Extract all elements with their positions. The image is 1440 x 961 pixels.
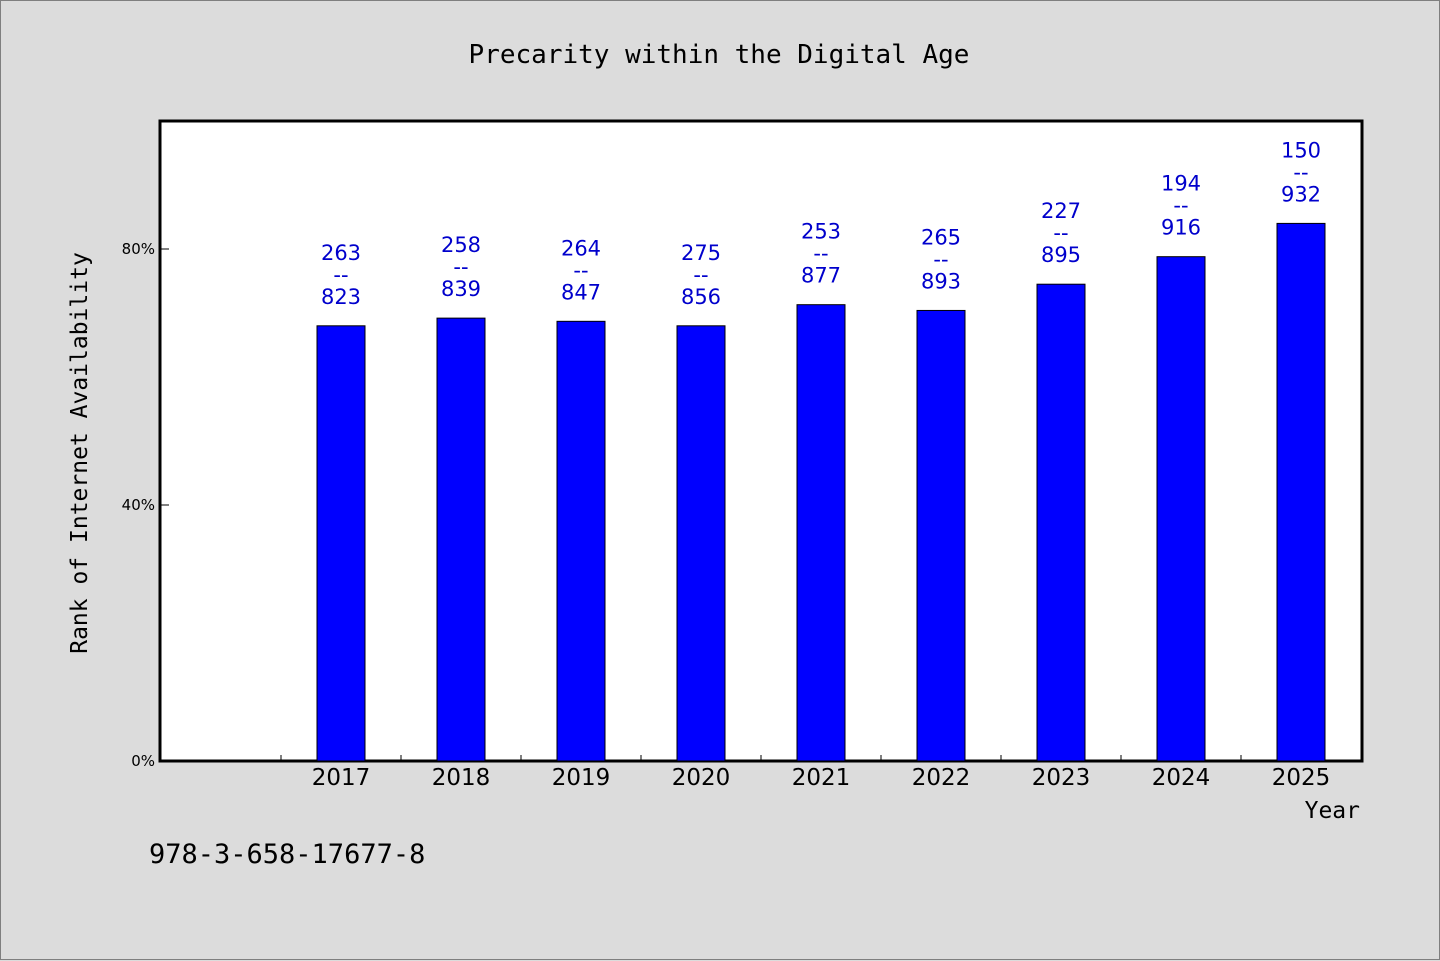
data-label-2019-sep: -- — [573, 258, 588, 282]
y-tick-label-40: 40% — [122, 496, 155, 514]
data-label-2021-bottom: 877 — [801, 264, 841, 288]
data-label-2021-sep: -- — [813, 242, 828, 266]
bar-2018 — [436, 317, 486, 762]
x-tick-label-2023: 2023 — [1032, 765, 1091, 791]
x-tick-label-2019: 2019 — [552, 765, 611, 791]
data-label-2025-top: 150 — [1281, 138, 1321, 162]
data-label-2024-sep: -- — [1173, 194, 1188, 218]
data-label-2020-top: 275 — [681, 241, 721, 265]
data-label-2020-bottom: 856 — [681, 285, 721, 309]
data-label-2018-bottom: 839 — [441, 277, 481, 301]
data-label-2023-top: 227 — [1041, 199, 1081, 223]
data-label-2022-bottom: 893 — [921, 269, 961, 293]
data-label-2017-sep: -- — [333, 263, 348, 287]
bar-2022 — [916, 309, 966, 762]
data-label-2025-bottom: 932 — [1281, 182, 1321, 206]
data-label-2025-sep: -- — [1293, 160, 1308, 184]
data-label-2022-top: 265 — [921, 225, 961, 249]
bar-2025 — [1276, 222, 1326, 762]
x-tick-label-2022: 2022 — [912, 765, 971, 791]
x-tick-label-2025: 2025 — [1272, 765, 1331, 791]
x-tick-label-2021: 2021 — [792, 765, 851, 791]
bar-2021 — [796, 304, 846, 762]
x-tick-label-2020: 2020 — [672, 765, 731, 791]
bar-2017 — [316, 325, 366, 762]
y-axis-label: Rank of Internet Availability — [67, 252, 93, 654]
data-label-2022-sep: -- — [933, 247, 948, 271]
x-tick-label-2024: 2024 — [1152, 765, 1211, 791]
y-tick-label-80: 80% — [122, 240, 155, 258]
data-label-2018-top: 258 — [441, 233, 481, 257]
x-axis: 2017 2018 2019 2020 2021 2022 2023 2024 2025 — [280, 755, 1362, 791]
data-label-2023-sep: -- — [1053, 221, 1068, 245]
data-label-2019-bottom: 847 — [561, 280, 601, 304]
y-tick-label-0: 0% — [131, 752, 155, 770]
bar-2024 — [1156, 256, 1206, 762]
x-tick-label-2018: 2018 — [432, 765, 491, 791]
bar-2023 — [1036, 283, 1086, 762]
data-label-2021-top: 253 — [801, 220, 841, 244]
isbn-footer: 978-3-658-17677-8 — [149, 839, 425, 870]
bar-2020 — [676, 325, 726, 762]
x-axis-label: Year — [1305, 798, 1360, 824]
data-label-2023-bottom: 895 — [1041, 243, 1081, 267]
data-label-2018-sep: -- — [453, 255, 468, 279]
data-label-2017-top: 263 — [321, 241, 361, 265]
data-label-2024-bottom: 916 — [1161, 216, 1201, 240]
y-axis: 0% 40% 80% — [122, 240, 169, 770]
chart-title: Precarity within the Digital Age — [469, 40, 970, 70]
bar-2019 — [556, 320, 606, 762]
bars-layer — [316, 222, 1326, 762]
data-label-2024-top: 194 — [1161, 172, 1201, 196]
x-tick-label-2017: 2017 — [312, 765, 371, 791]
data-label-2020-sep: -- — [693, 263, 708, 287]
data-label-2017-bottom: 823 — [321, 285, 361, 309]
data-label-2019-top: 264 — [561, 236, 601, 260]
data-labels-layer: 263--823258--839264--847275--856253--877… — [321, 138, 1321, 308]
